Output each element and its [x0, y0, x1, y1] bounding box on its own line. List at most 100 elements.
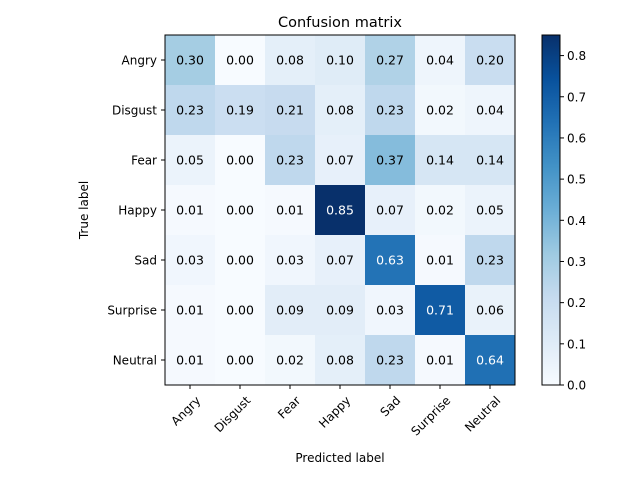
- cell-value-label: 0.01: [276, 203, 304, 218]
- colorbar-tick-label: 0.7: [567, 90, 586, 104]
- colorbar-tick-label: 0.3: [567, 255, 586, 269]
- cell-value-label: 0.14: [426, 153, 454, 168]
- cell-value-label: 0.02: [426, 103, 454, 118]
- cell-value-label: 0.03: [176, 253, 204, 268]
- colorbar-tick-label: 0.6: [567, 131, 586, 145]
- y-axis-label: True label: [77, 181, 91, 240]
- colorbar: 0.0 0.1 0.2 0.3 0.4 0.5 0.6 0.7 0.8: [541, 34, 586, 393]
- colorbar-tick-label: 0.5: [567, 173, 586, 187]
- cell-value-label: 0.00: [226, 153, 254, 168]
- heatmap-cell: [215, 335, 266, 386]
- cell-value-label: 0.09: [326, 303, 354, 318]
- heatmap-cell: [215, 85, 266, 136]
- heatmap-cell: [215, 135, 266, 186]
- cell-value-label: 0.00: [226, 53, 254, 68]
- cell-value-label: 0.00: [226, 253, 254, 268]
- heatmap-cell: [465, 235, 516, 286]
- cell-value-label: 0.37: [376, 153, 404, 168]
- heatmap-cell: [315, 85, 366, 136]
- cell-value-label: 0.23: [476, 253, 504, 268]
- cell-value-label: 0.23: [176, 103, 204, 118]
- colorbar-tick-label: 0.0: [567, 379, 586, 393]
- heatmap-cell: [415, 235, 466, 286]
- heatmap-value-labels: 0.30 0.00 0.08 0.10 0.27 0.04 0.20 0.23 0.19 0.21…: [176, 53, 504, 368]
- cell-value-label: 0.02: [426, 203, 454, 218]
- cell-value-label: 0.03: [376, 303, 404, 318]
- colorbar-tick-label: 0.4: [567, 214, 586, 228]
- heatmap-cell: [415, 285, 466, 336]
- heatmap-cell: [265, 185, 316, 236]
- cell-value-label: 0.07: [326, 253, 354, 268]
- cell-value-label: 0.71: [426, 303, 454, 318]
- heatmap-cell: [365, 85, 416, 136]
- y-tick-label: Fear: [131, 154, 157, 168]
- heatmap-cell: [265, 335, 316, 386]
- heatmap-cell: [365, 135, 416, 186]
- cell-value-label: 0.63: [376, 253, 404, 268]
- heatmap-cell: [315, 335, 366, 386]
- heatmap-cells: [165, 35, 516, 386]
- heatmap-cell: [265, 135, 316, 186]
- heatmap-cell: [415, 335, 466, 386]
- heatmap-cell: [365, 35, 416, 86]
- cell-value-label: 0.20: [476, 53, 504, 68]
- cell-value-label: 0.00: [226, 353, 254, 368]
- x-axis-label: Predicted label: [295, 451, 384, 465]
- heatmap-cell: [165, 285, 216, 336]
- cell-value-label: 0.08: [276, 53, 304, 68]
- cell-value-label: 0.23: [376, 103, 404, 118]
- cell-value-label: 0.08: [326, 103, 354, 118]
- heatmap-cell: [415, 35, 466, 86]
- cell-value-label: 0.01: [176, 203, 204, 218]
- cell-value-label: 0.21: [276, 103, 304, 118]
- cell-value-label: 0.01: [426, 253, 454, 268]
- heatmap-cell: [465, 335, 516, 386]
- heatmap-cell: [215, 235, 266, 286]
- y-tick-label: Disgust: [112, 104, 157, 118]
- cell-value-label: 0.00: [226, 303, 254, 318]
- heatmap-cell: [165, 235, 216, 286]
- colorbar-gradient: [541, 34, 561, 386]
- cell-value-label: 0.10: [326, 53, 354, 68]
- heatmap-cell: [265, 285, 316, 336]
- y-tick-label: Happy: [118, 204, 157, 218]
- heatmap-cell: [215, 35, 266, 86]
- cell-value-label: 0.04: [426, 53, 454, 68]
- cell-value-label: 0.64: [476, 353, 504, 368]
- heatmap-cell: [465, 285, 516, 336]
- y-tick-label: Sad: [134, 254, 157, 268]
- colorbar-tick-label: 0.2: [567, 296, 586, 310]
- heatmap-cell: [265, 85, 316, 136]
- y-axis-ticks: Angry Disgust Fear Happy Sad Surprise Neutral: [107, 54, 165, 368]
- heatmap-cell: [365, 335, 416, 386]
- cell-value-label: 0.02: [276, 353, 304, 368]
- heatmap-cell: [265, 35, 316, 86]
- y-tick-label: Neutral: [113, 354, 157, 368]
- cell-value-label: 0.01: [426, 353, 454, 368]
- cell-value-label: 0.30: [176, 53, 204, 68]
- cell-value-label: 0.09: [276, 303, 304, 318]
- heatmap-cell: [165, 335, 216, 386]
- cell-value-label: 0.08: [326, 353, 354, 368]
- cell-value-label: 0.23: [376, 353, 404, 368]
- heatmap-cell: [415, 135, 466, 186]
- heatmap-cell: [365, 235, 416, 286]
- heatmap-cell: [365, 185, 416, 236]
- heatmap-cell: [315, 35, 366, 86]
- heatmap-cell: [315, 135, 366, 186]
- heatmap-cell: [215, 285, 266, 336]
- cell-value-label: 0.27: [376, 53, 404, 68]
- y-tick-label: Surprise: [107, 304, 157, 318]
- heatmap-cell: [465, 85, 516, 136]
- heatmap-cell: [465, 185, 516, 236]
- cell-value-label: 0.07: [326, 153, 354, 168]
- heatmap-cell: [215, 185, 266, 236]
- cell-value-label: 0.04: [476, 103, 504, 118]
- heatmap-cell: [315, 285, 366, 336]
- cell-value-label: 0.03: [276, 253, 304, 268]
- heatmap-cell: [315, 185, 366, 236]
- colorbar-tick-label: 0.1: [567, 337, 586, 351]
- cell-value-label: 0.14: [476, 153, 504, 168]
- cell-value-label: 0.05: [476, 203, 504, 218]
